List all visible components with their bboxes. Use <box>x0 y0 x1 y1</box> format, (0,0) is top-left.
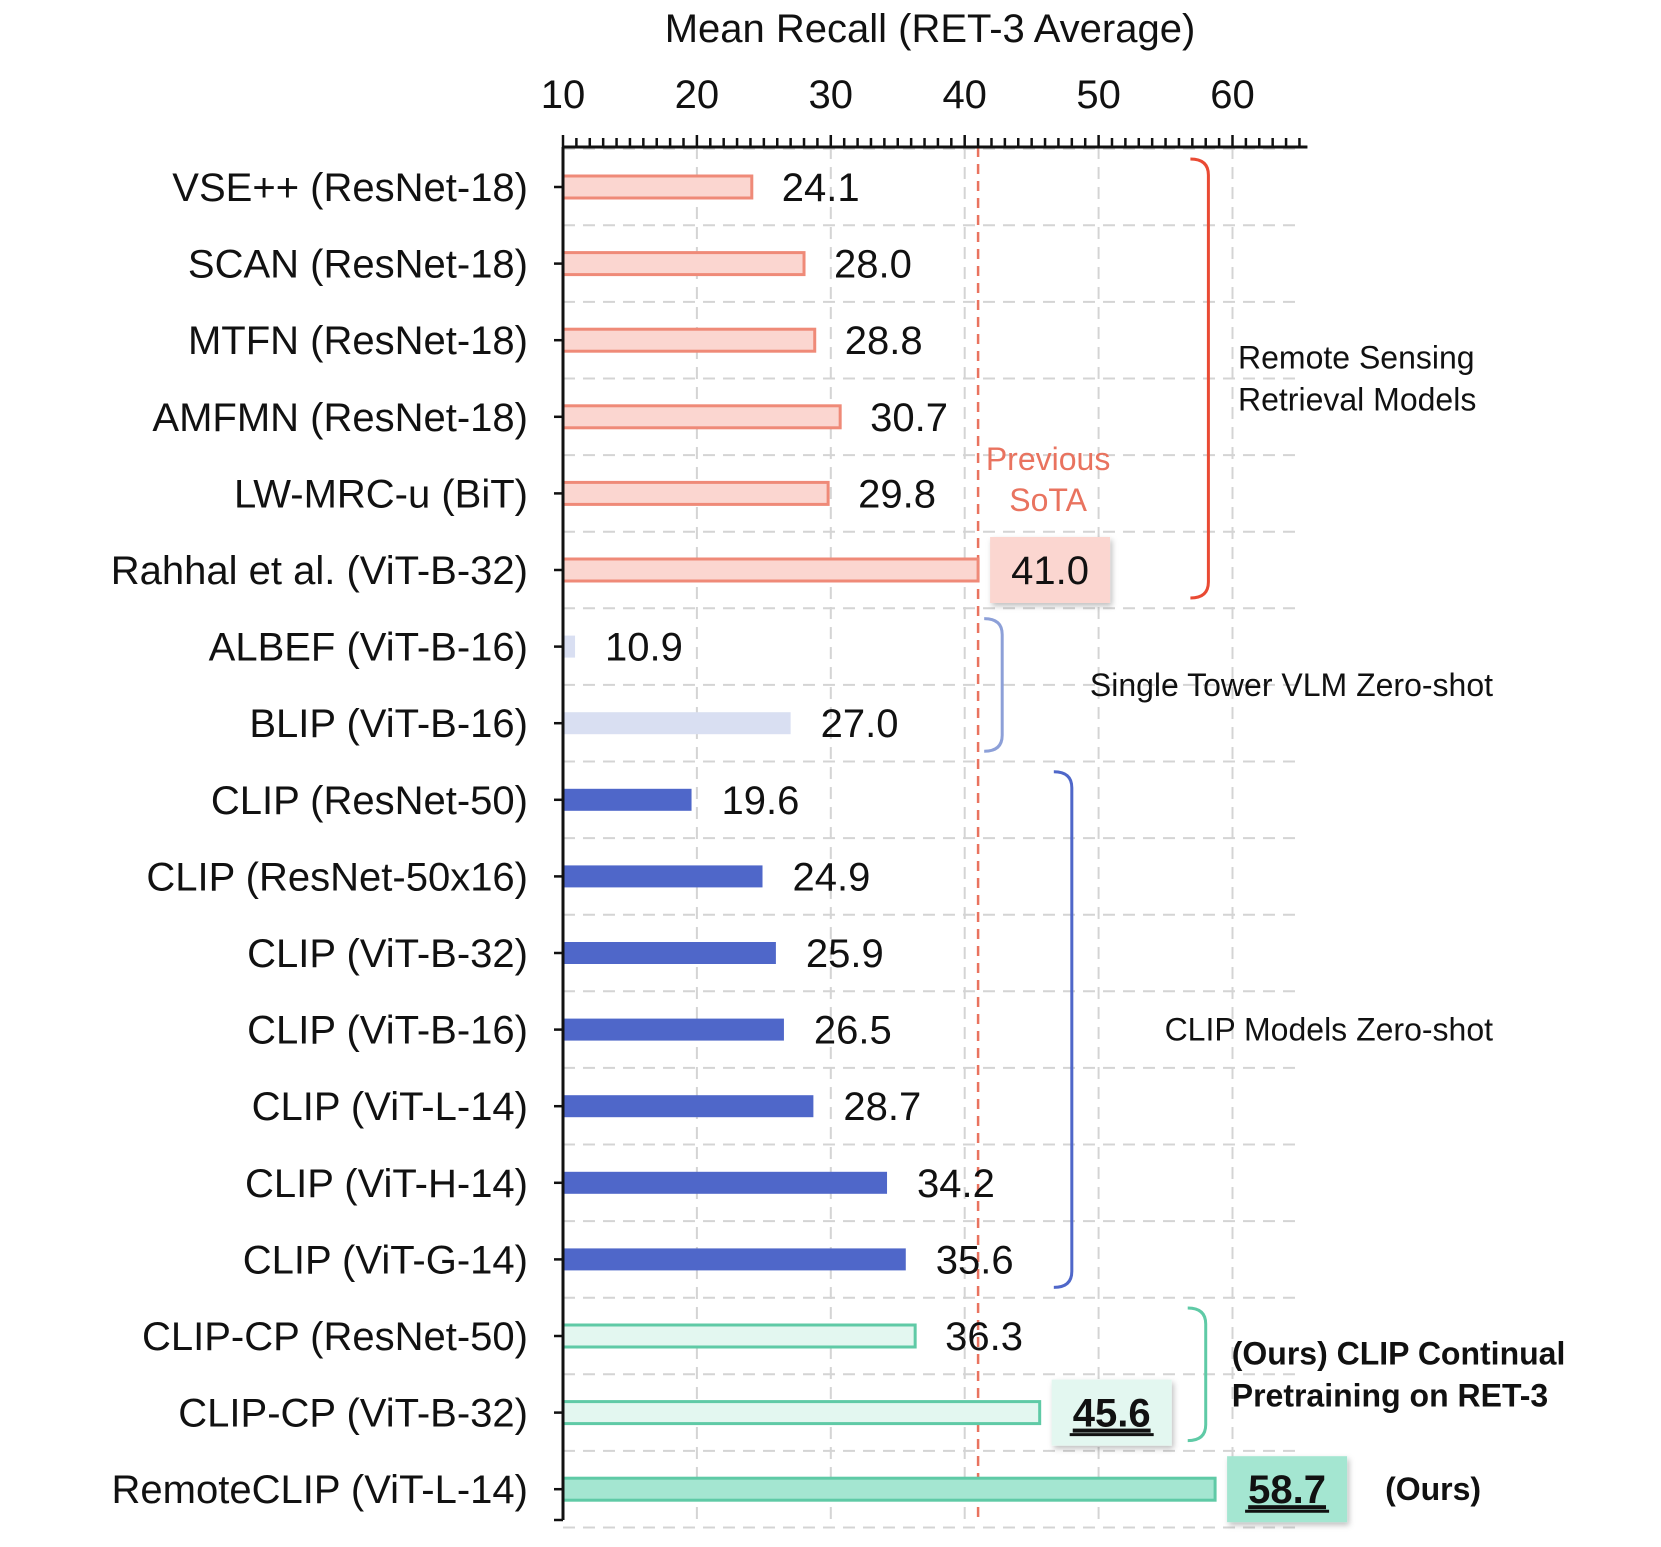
previous-sota-label: SoTA <box>1009 482 1087 518</box>
value-label-4: 29.8 <box>858 472 936 516</box>
bar-3 <box>561 404 842 430</box>
bar-7 <box>563 712 791 735</box>
bar-11 <box>563 1018 784 1041</box>
value-label-0: 24.1 <box>782 166 860 210</box>
category-label-13: CLIP (ViT-H-14) <box>245 1162 528 1206</box>
x-tick-label-20: 20 <box>675 73 720 117</box>
x-tick-label-40: 40 <box>942 73 987 117</box>
value-label-15: 36.3 <box>945 1315 1023 1359</box>
bar-5 <box>561 557 980 583</box>
bar-13 <box>563 1171 888 1194</box>
category-label-10: CLIP (ViT-B-32) <box>247 932 528 976</box>
group-label-0: Retrieval Models <box>1238 382 1476 418</box>
value-highlight-box-5 <box>990 537 1111 603</box>
group-label-2: CLIP Models Zero-shot <box>1165 1012 1494 1048</box>
x-tick-label-60: 60 <box>1210 73 1255 117</box>
category-label-3: AMFMN (ResNet-18) <box>152 396 528 440</box>
category-label-0: VSE++ (ResNet-18) <box>172 166 528 210</box>
value-label-10: 25.9 <box>806 932 884 976</box>
group-bracket-3 <box>1187 1306 1208 1443</box>
category-label-5: Rahhal et al. (ViT-B-32) <box>111 549 528 593</box>
category-label-7: BLIP (ViT-B-16) <box>249 702 528 746</box>
group-label-1: Single Tower VLM Zero-shot <box>1090 667 1493 703</box>
bar-9 <box>563 865 763 888</box>
group-brackets: Remote Sensing Retrieval Models Single Tow… <box>984 157 1566 1507</box>
x-tick-label-50: 50 <box>1076 73 1121 117</box>
x-tick-label-10: 10 <box>541 73 586 117</box>
group-bracket-2 <box>1053 770 1074 1289</box>
category-label-15: CLIP-CP (ResNet-50) <box>142 1315 528 1359</box>
group-bracket-0 <box>1190 157 1210 600</box>
value-label-14: 35.6 <box>936 1238 1014 1282</box>
bar-1 <box>561 251 806 277</box>
bar-8 <box>563 788 692 811</box>
group-label-4: (Ours) <box>1385 1471 1481 1507</box>
value-label-9: 24.9 <box>793 855 871 899</box>
value-label-11: 26.5 <box>814 1009 892 1053</box>
group-label-3: Pretraining on RET-3 <box>1232 1377 1548 1413</box>
bar-10 <box>563 942 776 964</box>
bar-14 <box>563 1248 906 1271</box>
value-label-16: 45.6 <box>1073 1392 1151 1436</box>
bars <box>561 174 1217 1502</box>
category-label-9: CLIP (ResNet-50x16) <box>146 855 528 899</box>
labels: VSE++ (ResNet-18) 24.1 SCAN (ResNet-18) 28.… <box>111 166 1348 1523</box>
group-label-3: (Ours) CLIP Continual <box>1232 1335 1566 1371</box>
group-bracket-1 <box>984 617 1004 753</box>
category-label-1: SCAN (ResNet-18) <box>188 243 528 287</box>
grid-lines <box>563 147 1300 1529</box>
value-label-7: 27.0 <box>821 702 899 746</box>
category-label-11: CLIP (ViT-B-16) <box>247 1009 528 1053</box>
axes: 10 20 30 40 50 60 <box>541 73 1308 1522</box>
category-label-17: RemoteCLIP (ViT-L-14) <box>112 1468 528 1512</box>
bar-16 <box>561 1400 1042 1426</box>
value-label-12: 28.7 <box>843 1085 921 1129</box>
value-label-1: 28.0 <box>834 243 912 287</box>
bar-15 <box>561 1323 917 1349</box>
category-label-14: CLIP (ViT-G-14) <box>243 1238 528 1282</box>
value-label-5: 41.0 <box>1011 549 1089 593</box>
chart-title: Mean Recall (RET-3 Average) <box>665 7 1196 51</box>
previous-sota-reference: Previous SoTA <box>976 147 1111 1520</box>
bar-6 <box>563 635 576 658</box>
category-label-8: CLIP (ResNet-50) <box>211 779 528 823</box>
bar-2 <box>561 327 817 353</box>
bar-12 <box>563 1095 814 1118</box>
bar-0 <box>561 174 754 200</box>
value-label-2: 28.8 <box>845 319 923 363</box>
x-tick-label-30: 30 <box>809 73 854 117</box>
value-label-17: 58.7 <box>1248 1468 1326 1512</box>
category-label-16: CLIP-CP (ViT-B-32) <box>178 1392 528 1436</box>
value-label-6: 10.9 <box>605 626 683 670</box>
group-label-0: Remote Sensing <box>1238 340 1475 376</box>
value-label-3: 30.7 <box>870 396 948 440</box>
category-label-2: MTFN (ResNet-18) <box>188 319 528 363</box>
value-label-8: 19.6 <box>722 779 800 823</box>
previous-sota-label: Previous <box>986 441 1111 477</box>
category-label-6: ALBEF (ViT-B-16) <box>209 626 528 670</box>
bar-4 <box>561 480 830 506</box>
category-label-4: LW-MRC-u (BiT) <box>234 472 528 516</box>
category-label-12: CLIP (ViT-L-14) <box>252 1085 528 1129</box>
value-label-13: 34.2 <box>917 1162 995 1206</box>
bar-17 <box>561 1476 1217 1502</box>
